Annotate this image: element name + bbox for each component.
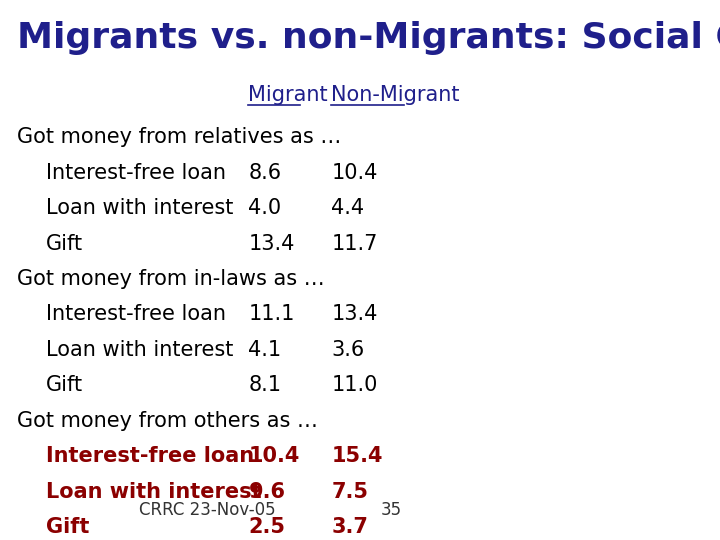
Text: Loan with interest: Loan with interest (45, 198, 233, 218)
Text: Interest-free loan: Interest-free loan (45, 305, 225, 325)
Text: 3.7: 3.7 (331, 517, 368, 537)
Text: 8.6: 8.6 (248, 163, 282, 183)
Text: Gift: Gift (45, 517, 89, 537)
Text: Interest-free loan: Interest-free loan (45, 163, 225, 183)
Text: Migrants vs. non-Migrants: Social Capital: Migrants vs. non-Migrants: Social Capita… (17, 21, 720, 55)
Text: 4.4: 4.4 (331, 198, 364, 218)
Text: 10.4: 10.4 (331, 163, 377, 183)
Text: 10.4: 10.4 (248, 447, 300, 467)
Text: Got money from in-laws as …: Got money from in-laws as … (17, 269, 324, 289)
Text: 8.1: 8.1 (248, 375, 282, 395)
Text: Got money from others as …: Got money from others as … (17, 411, 318, 431)
Text: 9.6: 9.6 (248, 482, 285, 502)
Text: 35: 35 (380, 501, 402, 519)
Text: Gift: Gift (45, 233, 83, 254)
Text: 13.4: 13.4 (248, 233, 294, 254)
Text: Loan with interest: Loan with interest (45, 340, 233, 360)
Text: 11.0: 11.0 (331, 375, 377, 395)
Text: Loan with interest: Loan with interest (45, 482, 261, 502)
Text: Migrant: Migrant (248, 85, 328, 105)
Text: Got money from relatives as …: Got money from relatives as … (17, 127, 341, 147)
Text: 3.6: 3.6 (331, 340, 364, 360)
Text: Interest-free loan: Interest-free loan (45, 447, 253, 467)
Text: 11.7: 11.7 (331, 233, 377, 254)
Text: CRRC 23-Nov-05: CRRC 23-Nov-05 (139, 501, 275, 519)
Text: 11.1: 11.1 (248, 305, 294, 325)
Text: Non-Migrant: Non-Migrant (331, 85, 460, 105)
Text: 13.4: 13.4 (331, 305, 377, 325)
Text: 2.5: 2.5 (248, 517, 285, 537)
Text: Gift: Gift (45, 375, 83, 395)
Text: 4.1: 4.1 (248, 340, 282, 360)
Text: 7.5: 7.5 (331, 482, 368, 502)
Text: 15.4: 15.4 (331, 447, 383, 467)
Text: 4.0: 4.0 (248, 198, 282, 218)
